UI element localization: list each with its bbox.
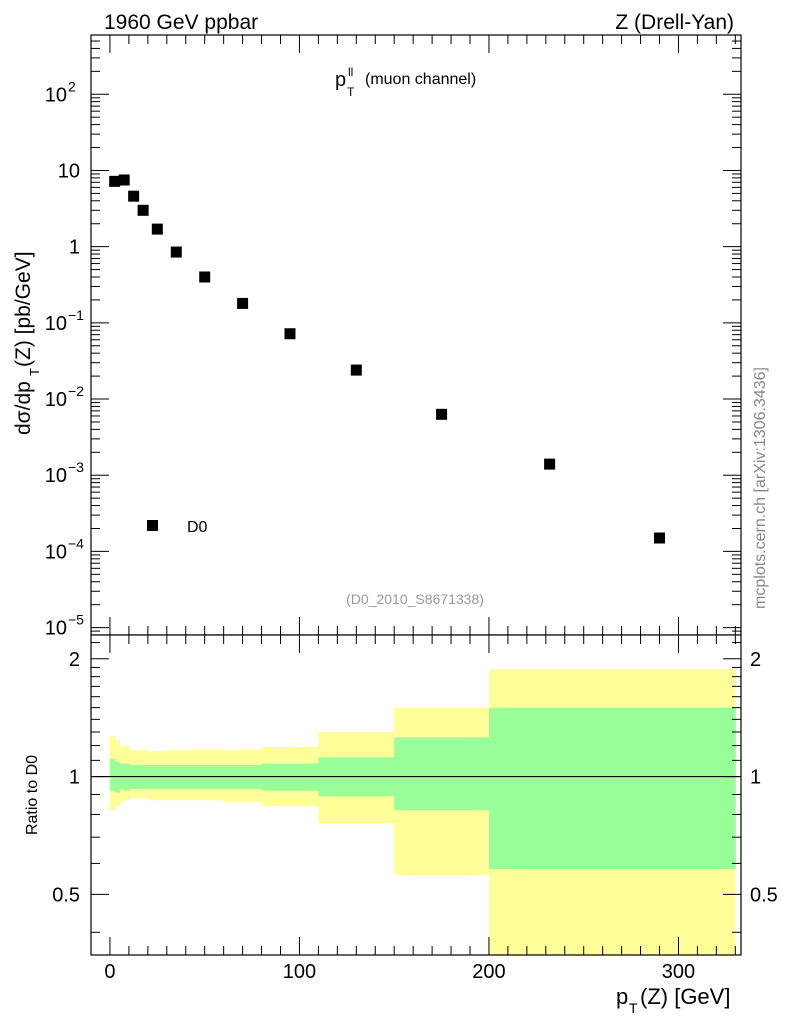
- main-plot-area: [91, 35, 741, 635]
- data-point: [118, 174, 130, 186]
- process-label: Z (Drell-Yan): [615, 11, 734, 34]
- main-y-tick-exponent: 2: [68, 78, 76, 94]
- main-y-label-rest: (Z) [pb/GeV]: [12, 251, 35, 367]
- inner-uncertainty-band: [109, 707, 736, 870]
- ratio-frame: [90, 634, 742, 956]
- main-y-tick-label: 10: [45, 465, 67, 487]
- inner-band-segment: [109, 758, 116, 791]
- data-point: [544, 458, 556, 470]
- main-y-tick-label: 10: [45, 313, 67, 335]
- x-label-rest: (Z) [GeV]: [640, 984, 730, 1009]
- main-y-tick-label: 10: [58, 160, 80, 182]
- main-y-tick-exponent: −4: [68, 535, 84, 551]
- data-point: [109, 175, 121, 187]
- main-y-tick-label: 10: [45, 389, 67, 411]
- legend-marker: [147, 520, 158, 531]
- ratio-y-tick-label: 1: [69, 767, 80, 789]
- ratio-y-label: Ratio to D0: [24, 755, 41, 835]
- ratio-y-tick-label-right: 2: [750, 649, 761, 671]
- data-point: [199, 271, 211, 283]
- ratio-y-tick-label-right: 0.5: [750, 884, 778, 906]
- x-label-main: p: [616, 984, 628, 1009]
- main-y-label-main: dσ/dp: [12, 381, 35, 435]
- inner-band-segment: [114, 761, 120, 793]
- data-point: [284, 328, 296, 340]
- plot-title-p: p: [335, 69, 346, 91]
- energy-label: 1960 GeV ppbar: [104, 11, 258, 34]
- main-y-tick-exponent: −5: [68, 612, 84, 628]
- main-y-tick-label: 10: [45, 541, 67, 563]
- main-y-tick-exponent: −1: [68, 307, 84, 323]
- main-y-label: dσ/dp T (Z) [pb/GeV]: [12, 251, 42, 435]
- plot-title-sup: ll: [348, 65, 353, 79]
- ratio-y-axis: 0.5 0.5 1 1 2 2: [52, 642, 778, 933]
- x-label-sub: T: [629, 1000, 638, 1016]
- main-x-ticks: [90, 35, 736, 635]
- data-point: [151, 223, 163, 235]
- x-axis-label: p T (Z) [GeV]: [616, 984, 730, 1016]
- ratio-x-axis: 0 100 200 300: [90, 635, 736, 983]
- watermark: mcplots.cern.ch [arXiv:1306.3436]: [752, 367, 769, 609]
- main-y-label-sub: T: [27, 368, 42, 376]
- x-tick-label: 0: [104, 961, 115, 983]
- data-point: [436, 408, 448, 420]
- x-tick-label: 300: [662, 961, 695, 983]
- plot-title-sub: T: [347, 85, 355, 99]
- data-point: [350, 364, 362, 376]
- legend: D0: [147, 519, 208, 536]
- main-y-tick-label: 10: [45, 618, 67, 640]
- analysis-reference: (D0_2010_S8671338): [346, 591, 484, 607]
- data-point: [170, 246, 182, 258]
- data-point: [237, 297, 249, 309]
- data-point: [137, 204, 149, 216]
- x-tick-label: 200: [472, 961, 505, 983]
- main-y-tick-exponent: −3: [68, 459, 84, 475]
- plot-title: p ll T (muon channel): [335, 65, 476, 99]
- main-y-tick-label: 1: [69, 237, 80, 259]
- legend-label: D0: [187, 519, 208, 536]
- ratio-panel: 0.5 0.5 1 1 2 2 0 100 200 300 Ratio to D0 p T (Z…: [24, 634, 778, 1016]
- plot-title-rest: (muon channel): [365, 71, 476, 88]
- ratio-y-tick-label: 2: [69, 649, 80, 671]
- ratio-y-tick-label: 0.5: [52, 884, 80, 906]
- inner-band-segment: [394, 737, 490, 811]
- x-tick-label: 100: [283, 961, 316, 983]
- main-y-tick-label: 10: [45, 84, 67, 106]
- main-y-tick-exponent: −2: [68, 383, 84, 399]
- data-points: [109, 174, 666, 544]
- inner-band-segment: [488, 707, 736, 870]
- ratio-y-tick-label-right: 1: [750, 767, 761, 789]
- data-point: [128, 190, 140, 202]
- data-point: [654, 532, 666, 544]
